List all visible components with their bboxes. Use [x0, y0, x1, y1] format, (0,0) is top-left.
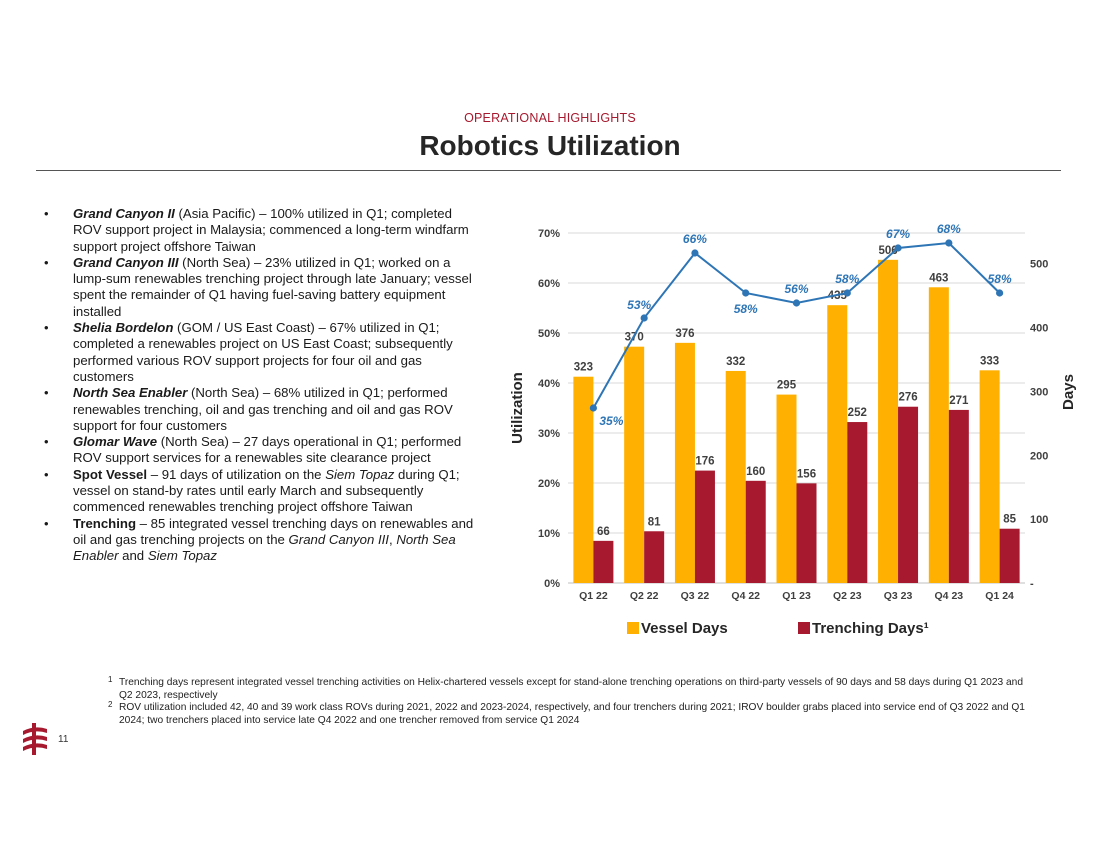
x-tick-label: Q4 22 [731, 590, 760, 602]
page-title: Robotics Utilization [419, 130, 681, 161]
footnote-1: 1 Trenching days represent integrated ves… [108, 675, 1023, 701]
utilization-label: 58% [835, 272, 859, 286]
utilization-point [691, 249, 699, 257]
trenching-days-bar [644, 531, 665, 583]
utilization-point [792, 299, 801, 307]
list-item: Trenching – 85 integrated vessel trenchi… [44, 516, 484, 565]
y-tick-label: 0% [544, 578, 560, 590]
footnotes: 1 Trenching days represent integrated ves… [108, 675, 1028, 727]
vessel-days-label: 295 [777, 380, 797, 392]
utilization-label: 56% [784, 282, 808, 296]
y-tick-label: 60% [538, 278, 560, 290]
vessel-days-label: 333 [980, 355, 999, 367]
utilization-label: 67% [886, 227, 910, 241]
vessel-days-bar [979, 370, 1000, 583]
x-tick-label: Q4 23 [935, 590, 964, 602]
utilization-point [996, 289, 1004, 297]
x-tick-label: Q1 23 [782, 590, 811, 602]
y2-tick-label: - [1030, 578, 1034, 590]
trenching-days-bar [999, 528, 1020, 583]
section-label: OPERATIONAL HIGHLIGHTS [464, 111, 636, 125]
x-tick-label: Q3 22 [681, 590, 710, 602]
x-tick-label: Q2 22 [630, 590, 659, 602]
highlights-list: Grand Canyon II (Asia Pacific) – 100% ut… [44, 206, 484, 565]
utilization-point [843, 289, 851, 297]
trenching-days-bar [948, 409, 969, 583]
utilization-point [894, 244, 902, 252]
vessel-days-label: 332 [726, 356, 745, 368]
vessel-days-bar [827, 305, 848, 583]
vessel-days-label: 323 [574, 362, 593, 374]
list-item: Glomar Wave (North Sea) – 27 days operat… [44, 434, 484, 467]
y-tick-label: 70% [538, 228, 560, 240]
legend-swatch-trenching [798, 622, 810, 634]
trenching-days-label: 176 [695, 456, 714, 468]
trenching-days-label: 160 [746, 466, 765, 478]
vessel-days-bar [624, 346, 645, 583]
utilization-label: 58% [988, 272, 1012, 286]
trenching-days-label: 276 [898, 392, 917, 404]
y2-tick-label: 100 [1030, 514, 1048, 526]
trenching-days-bar [694, 470, 715, 583]
x-tick-label: Q3 23 [884, 590, 913, 602]
vessel-days-bar [674, 342, 695, 583]
footnote-2: 2 ROV utilization included 42, 40 and 39 … [108, 700, 1025, 726]
y-tick-label: 50% [538, 328, 560, 340]
vessel-days-bar [573, 376, 594, 583]
trenching-days-label: 271 [949, 395, 969, 407]
vessel-days-bar [878, 259, 899, 583]
utilization-point [945, 239, 953, 247]
trenching-days-label: 81 [648, 516, 661, 528]
trenching-days-label: 156 [797, 468, 816, 480]
utilization-point [640, 314, 648, 322]
y2-tick-label: 400 [1030, 323, 1048, 335]
list-item: Grand Canyon III (North Sea) – 23% utili… [44, 255, 484, 320]
x-tick-label: Q1 24 [985, 590, 1014, 602]
trenching-days-bar [745, 480, 766, 583]
legend-label-vessel: Vessel Days [641, 620, 728, 637]
trenching-days-label: 66 [597, 526, 610, 538]
x-tick-label: Q2 23 [833, 590, 862, 602]
y-tick-label: 10% [538, 528, 560, 540]
utilization-label: 35% [599, 414, 623, 428]
trenching-days-bar [593, 540, 614, 583]
trenching-days-bar [796, 483, 817, 583]
trenching-days-label: 252 [848, 407, 867, 419]
utilization-chart: 0% 10% 20% 30% 40% 50% 60% 70% - 100 200 300 400 500 3… [509, 222, 1077, 637]
y2-tick-label: 300 [1030, 386, 1048, 398]
utilization-label: 53% [627, 298, 651, 312]
y2-axis-title: Days [1060, 374, 1077, 410]
trenching-days-bar [898, 406, 919, 583]
utilization-point [589, 404, 597, 412]
list-item: Spot Vessel – 91 days of utilization on … [44, 467, 484, 516]
vessel-days-bar [928, 287, 949, 583]
vessel-days-label: 376 [675, 328, 694, 340]
trenching-days-bar [847, 422, 868, 583]
utilization-label: 68% [937, 222, 961, 236]
utilization-label: 58% [734, 302, 758, 316]
list-item: Shelia Bordelon (GOM / US East Coast) – … [44, 320, 484, 385]
legend-label-trenching: Trenching Days¹ [812, 620, 929, 637]
y2-tick-label: 200 [1030, 450, 1048, 462]
y-axis-title: Utilization [509, 372, 526, 444]
y-tick-label: 40% [538, 378, 560, 390]
list-item: North Sea Enabler (North Sea) – 68% util… [44, 385, 484, 434]
y2-tick-label: 500 [1030, 259, 1048, 271]
utilization-label: 66% [683, 232, 707, 246]
legend-swatch-vessel [627, 622, 639, 634]
vessel-days-bar [776, 394, 797, 583]
y-tick-label: 20% [538, 478, 560, 490]
vessel-days-bar [725, 370, 746, 583]
trenching-days-label: 85 [1003, 514, 1016, 526]
y-tick-label: 30% [538, 428, 560, 440]
company-logo-icon [23, 723, 47, 755]
title-divider [36, 170, 1061, 171]
x-tick-label: Q1 22 [579, 590, 608, 602]
page-number: 11 [58, 734, 69, 745]
vessel-days-label: 463 [929, 272, 948, 284]
utilization-point [742, 289, 750, 297]
list-item: Grand Canyon II (Asia Pacific) – 100% ut… [44, 206, 484, 255]
